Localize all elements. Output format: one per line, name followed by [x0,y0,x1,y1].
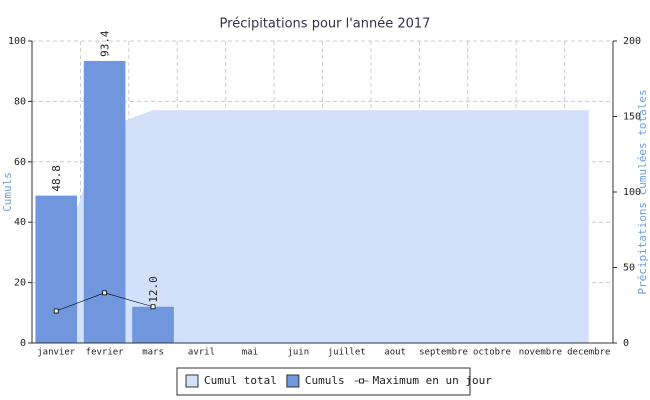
legend-label: Maximum en un jour [373,374,493,387]
bar [83,60,126,343]
bar-value-label: 48.8 [50,165,63,192]
area [56,110,589,344]
x-tick-label: aout [384,348,406,358]
y2-tick-label: 200 [623,36,641,47]
bar-value-label: 93.4 [99,30,112,57]
y2-tick-label: 0 [623,338,629,349]
marker [53,308,59,314]
x-tick-label: juillet [328,348,366,358]
y-tick-label: 100 [8,36,26,47]
x-tick-label: fevrier [86,348,125,358]
y2-tick-label: 150 [623,112,641,123]
y-axis-title: Cumuls [1,172,14,212]
y-tick-label: 80 [14,96,26,107]
x-tick-label: mai [242,348,258,358]
x-tick-label: avril [188,348,215,358]
legend-label: Cumuls [305,374,345,387]
x-tick-label: novembre [519,348,562,358]
legend-label: Cumul total [204,374,277,387]
y-tick-label: 0 [20,338,26,349]
chart-title: Précipitations pour l'année 2017 [220,17,431,32]
x-tick-label: octobre [473,348,511,358]
y2-tick-label: 100 [623,187,641,198]
marker [102,290,108,296]
x-tick-label: decembre [567,348,610,358]
y-tick-label: 60 [14,157,26,168]
x-tick-label: juin [287,348,309,358]
y2-tick-label: 50 [623,263,635,274]
legend-box [176,367,471,396]
x-tick-label: janvier [37,348,76,358]
y-tick-label: 40 [14,217,26,228]
y-tick-label: 20 [14,278,26,289]
marker [150,304,156,310]
bar [132,306,174,343]
x-tick-label: mars [142,348,164,358]
legend-swatch [185,374,199,388]
x-tick-label: septembre [419,348,468,358]
bar-value-label: 12.0 [147,276,160,303]
bar [35,195,78,343]
y2-axis-title: Précipitations cumulées totales [636,89,649,294]
legend-swatch [286,374,300,388]
legend-marker [359,378,365,384]
